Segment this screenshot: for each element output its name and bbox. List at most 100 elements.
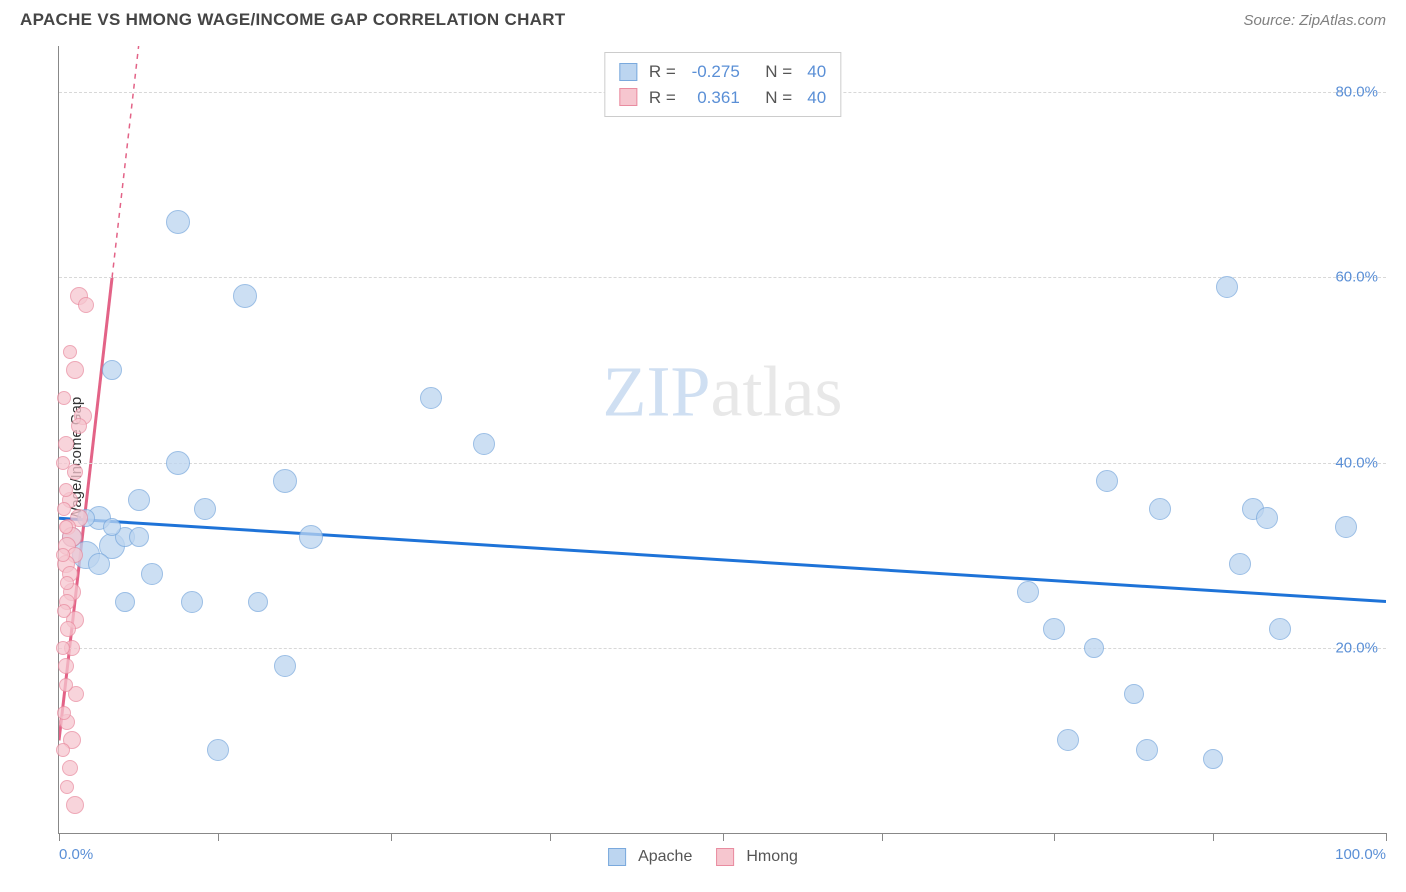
plot-area: ZIPatlas R = -0.275 N = 40R = 0.361 N = … [58, 46, 1386, 834]
data-point [1124, 684, 1144, 704]
data-point [57, 391, 71, 405]
data-point [66, 796, 84, 814]
data-point [274, 655, 296, 677]
chart-title: APACHE VS HMONG WAGE/INCOME GAP CORRELAT… [20, 10, 566, 30]
data-point [67, 464, 83, 480]
data-point [62, 760, 78, 776]
data-point [78, 297, 94, 313]
data-point [1149, 498, 1171, 520]
data-point [57, 706, 71, 720]
data-point [473, 433, 495, 455]
legend-swatch [619, 63, 637, 81]
legend-swatch [619, 88, 637, 106]
legend-n-value: 40 [800, 85, 826, 111]
data-point [181, 591, 203, 613]
data-point [248, 592, 268, 612]
data-point [71, 418, 87, 434]
data-point [1256, 507, 1278, 529]
trend-lines [59, 46, 1386, 833]
data-point [141, 563, 163, 585]
data-point [59, 520, 73, 534]
data-point [56, 456, 70, 470]
data-point [166, 451, 190, 475]
legend-item: Apache [608, 848, 692, 866]
y-tick-label: 40.0% [1335, 454, 1378, 471]
data-point [1084, 638, 1104, 658]
data-point [66, 361, 84, 379]
data-point [58, 658, 74, 674]
series-legend: Apache Hmong [608, 848, 798, 866]
data-point [273, 469, 297, 493]
data-point [59, 678, 73, 692]
watermark: ZIPatlas [603, 351, 843, 434]
data-point [194, 498, 216, 520]
data-point [60, 780, 74, 794]
x-tick-label: 100.0% [1335, 846, 1386, 863]
data-point [58, 436, 74, 452]
legend-label: Hmong [746, 848, 798, 866]
gridline [59, 648, 1386, 649]
legend-row: R = 0.361 N = 40 [619, 85, 826, 111]
chart-container: Wage/Income Gap ZIPatlas R = -0.275 N = … [20, 46, 1386, 872]
data-point [1017, 581, 1039, 603]
legend-r-value: -0.275 [684, 59, 740, 85]
data-point [1203, 749, 1223, 769]
data-point [1096, 470, 1118, 492]
y-tick-label: 60.0% [1335, 269, 1378, 286]
data-point [233, 284, 257, 308]
correlation-legend: R = -0.275 N = 40R = 0.361 N = 40 [604, 52, 841, 117]
x-tick-label: 0.0% [59, 846, 93, 863]
x-tick [723, 833, 724, 841]
x-tick [218, 833, 219, 841]
data-point [1216, 276, 1238, 298]
data-point [56, 548, 70, 562]
data-point [60, 621, 76, 637]
data-point [1229, 553, 1251, 575]
x-tick [1386, 833, 1387, 841]
x-tick [391, 833, 392, 841]
x-tick [550, 833, 551, 841]
legend-swatch [608, 848, 626, 866]
data-point [1057, 729, 1079, 751]
data-point [128, 489, 150, 511]
data-point [102, 360, 122, 380]
data-point [59, 483, 73, 497]
data-point [129, 527, 149, 547]
data-point [56, 743, 70, 757]
data-point [56, 641, 70, 655]
legend-item: Hmong [716, 848, 798, 866]
data-point [63, 345, 77, 359]
gridline [59, 277, 1386, 278]
legend-n-label: N = [765, 85, 792, 111]
legend-n-label: N = [765, 59, 792, 85]
legend-r-label: R = [649, 59, 676, 85]
legend-r-label: R = [649, 85, 676, 111]
gridline [59, 463, 1386, 464]
legend-r-value: 0.361 [684, 85, 740, 111]
data-point [103, 518, 121, 536]
data-point [207, 739, 229, 761]
data-point [57, 604, 71, 618]
data-point [60, 576, 74, 590]
data-point [57, 502, 71, 516]
source-label: Source: ZipAtlas.com [1243, 12, 1386, 29]
data-point [420, 387, 442, 409]
data-point [299, 525, 323, 549]
data-point [1136, 739, 1158, 761]
y-tick-label: 80.0% [1335, 84, 1378, 101]
x-tick [59, 833, 60, 841]
x-tick [1054, 833, 1055, 841]
data-point [1269, 618, 1291, 640]
x-tick [1213, 833, 1214, 841]
y-tick-label: 20.0% [1335, 639, 1378, 656]
legend-row: R = -0.275 N = 40 [619, 59, 826, 85]
legend-swatch [716, 848, 734, 866]
data-point [1335, 516, 1357, 538]
x-tick [882, 833, 883, 841]
legend-n-value: 40 [800, 59, 826, 85]
data-point [115, 592, 135, 612]
legend-label: Apache [638, 848, 692, 866]
data-point [166, 210, 190, 234]
data-point [1043, 618, 1065, 640]
data-point [88, 553, 110, 575]
